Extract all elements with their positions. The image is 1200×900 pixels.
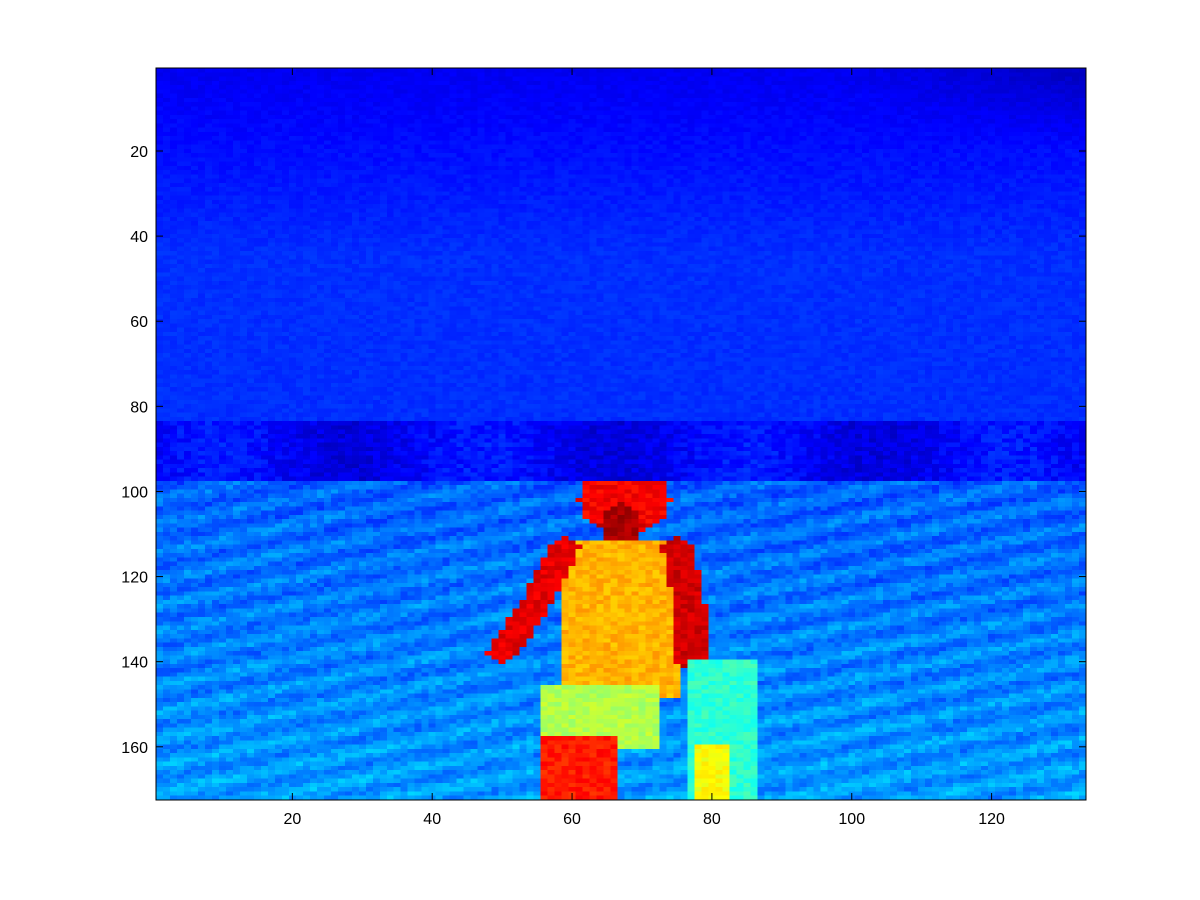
- x-tick-label: 100: [838, 811, 865, 828]
- y-tick-label: 160: [121, 740, 148, 757]
- y-tick-label: 140: [121, 655, 148, 672]
- thermal-heatmap-image: [156, 68, 1086, 800]
- x-tick-label: 120: [978, 811, 1005, 828]
- y-tick-label: 40: [130, 229, 148, 246]
- x-axis: 20 40 60 80 100 120: [283, 68, 1005, 828]
- axes-frame: [155, 67, 1087, 801]
- x-tick-label: 20: [283, 811, 301, 828]
- x-tick-label: 40: [423, 811, 441, 828]
- y-axis: 20 40 60 80 100 120 140 160: [121, 144, 1086, 757]
- x-tick-label: 60: [563, 811, 581, 828]
- plot-area: [155, 67, 1087, 801]
- y-tick-label: 100: [121, 484, 148, 501]
- y-tick-label: 60: [130, 314, 148, 331]
- x-tick-label: 80: [703, 811, 721, 828]
- y-tick-label: 120: [121, 570, 148, 587]
- y-tick-label: 20: [130, 144, 148, 161]
- y-tick-label: 80: [130, 399, 148, 416]
